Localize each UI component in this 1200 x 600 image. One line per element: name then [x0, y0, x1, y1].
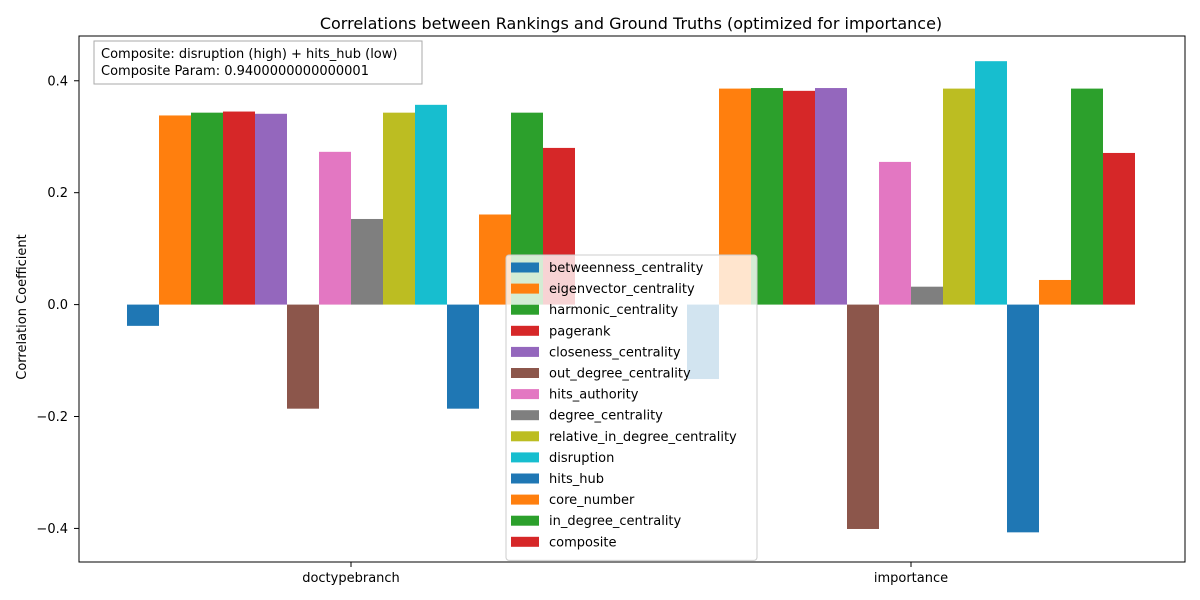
- chart-title: Correlations between Rankings and Ground…: [320, 14, 942, 33]
- legend-label-out_degree_centrality: out_degree_centrality: [549, 367, 691, 382]
- bar-hits_hub-doctypebranch: [447, 304, 479, 409]
- x-tick-label: doctypebranch: [302, 571, 400, 586]
- bar-in_degree_centrality-importance: [1071, 88, 1103, 305]
- legend-label-composite: composite: [549, 535, 616, 550]
- y-axis: −0.4 −0.2 0.0 0.2 0.4: [36, 74, 79, 537]
- legend-frame: [505, 254, 758, 561]
- legend-label-betweenness_centrality: betweenness_centrality: [549, 261, 704, 276]
- x-tick-label: importance: [874, 571, 948, 586]
- y-tick-label: 0.2: [47, 186, 68, 201]
- legend-label-hits_authority: hits_authority: [549, 388, 639, 403]
- bar-closeness_centrality-doctypebranch: [255, 113, 287, 305]
- legend-swatch-core_number: [511, 494, 539, 505]
- bar-disruption-importance: [975, 61, 1007, 305]
- y-tick-label: 0.0: [47, 298, 68, 313]
- legend-label-pagerank: pagerank: [549, 324, 611, 339]
- bar-eigenvector_centrality-doctypebranch: [159, 115, 191, 305]
- bar-hits_authority-importance: [879, 161, 911, 305]
- bar-pagerank-doctypebranch: [223, 111, 255, 305]
- y-tick-label: 0.4: [47, 74, 68, 89]
- legend-swatch-degree_centrality: [511, 410, 539, 421]
- legend-swatch-relative_in_degree_centrality: [511, 431, 539, 442]
- legend-swatch-pagerank: [511, 325, 539, 336]
- bars-group: [127, 61, 1135, 533]
- legend-swatch-in_degree_centrality: [511, 515, 539, 526]
- annotation-box: Composite: disruption (high) + hits_hub …: [93, 40, 423, 85]
- legend: betweenness_centrality eigenvector_centra…: [505, 254, 758, 561]
- annotation-line-2: Composite Param: 0.9400000000000001: [101, 64, 369, 79]
- legend-swatch-composite: [511, 536, 539, 547]
- bar-relative_in_degree_centrality-importance: [943, 88, 975, 305]
- legend-swatch-disruption: [511, 452, 539, 463]
- bar-relative_in_degree_centrality-doctypebranch: [383, 112, 415, 305]
- bar-core_number-importance: [1039, 279, 1071, 305]
- bar-out_degree_centrality-doctypebranch: [287, 304, 319, 409]
- legend-swatch-eigenvector_centrality: [511, 283, 539, 294]
- x-axis: doctypebranch importance: [302, 562, 948, 586]
- legend-swatch-out_degree_centrality: [511, 368, 539, 378]
- legend-swatch-closeness_centrality: [511, 346, 539, 357]
- bar-degree_centrality-doctypebranch: [351, 218, 383, 305]
- legend-label-closeness_centrality: closeness_centrality: [549, 345, 681, 360]
- bar-composite-importance: [1103, 152, 1135, 305]
- bar-hits_hub-importance: [1007, 304, 1039, 533]
- legend-swatch-hits_hub: [511, 473, 539, 484]
- legend-label-eigenvector_centrality: eigenvector_centrality: [549, 282, 695, 297]
- legend-label-hits_hub: hits_hub: [549, 472, 604, 487]
- bar-hits_authority-doctypebranch: [319, 151, 351, 305]
- y-axis-label: Correlation Coefficient: [15, 234, 30, 380]
- bar-betweenness_centrality-doctypebranch: [127, 304, 159, 326]
- annotation-line-1: Composite: disruption (high) + hits_hub …: [101, 47, 397, 62]
- legend-label-core_number: core_number: [549, 493, 635, 508]
- legend-label-disruption: disruption: [549, 451, 614, 466]
- legend-swatch-hits_authority: [511, 389, 539, 400]
- bar-harmonic_centrality-doctypebranch: [191, 112, 223, 305]
- bar-out_degree_centrality-importance: [847, 304, 879, 529]
- bar-pagerank-importance: [783, 90, 815, 305]
- y-tick-label: −0.2: [36, 410, 68, 425]
- legend-label-in_degree_centrality: in_degree_centrality: [549, 514, 682, 529]
- legend-swatch-harmonic_centrality: [511, 304, 539, 315]
- bar-degree_centrality-importance: [911, 286, 943, 305]
- legend-swatch-betweenness_centrality: [511, 262, 539, 273]
- legend-label-relative_in_degree_centrality: relative_in_degree_centrality: [549, 430, 737, 445]
- legend-label-harmonic_centrality: harmonic_centrality: [549, 303, 679, 318]
- bar-disruption-doctypebranch: [415, 104, 447, 305]
- plot-frame: [78, 35, 1186, 563]
- bar-closeness_centrality-importance: [815, 88, 847, 305]
- y-tick-label: −0.4: [36, 522, 68, 537]
- legend-label-degree_centrality: degree_centrality: [549, 409, 663, 424]
